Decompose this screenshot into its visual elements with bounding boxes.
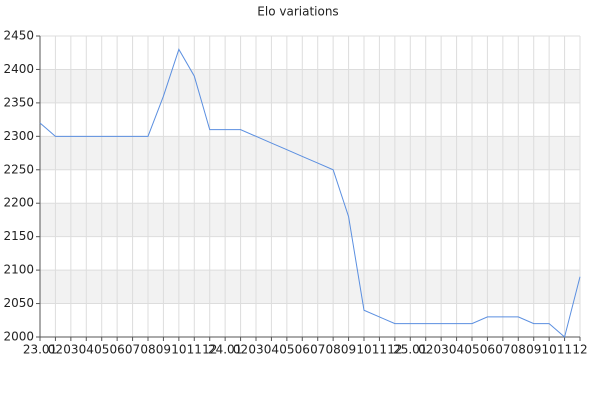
line xyxy=(39,48,581,338)
y-tick-label: 2100 xyxy=(3,263,34,277)
grid-band xyxy=(40,203,580,237)
x-tick-label: 08 xyxy=(326,343,341,357)
x-tick-label: 03 xyxy=(63,343,78,357)
x-tick-label: 07 xyxy=(310,343,325,357)
y-tick-label: 2400 xyxy=(3,62,34,76)
x-tick-label: 03 xyxy=(434,343,449,357)
x-tick-label: 05 xyxy=(464,343,479,357)
x-tick-label: 02 xyxy=(418,343,433,357)
x-tick-label: 11 xyxy=(557,343,572,357)
x-tick-label: 05 xyxy=(279,343,294,357)
x-tick-label: 10 xyxy=(542,343,557,357)
x-tick-label: 07 xyxy=(495,343,510,357)
x-tick-label: 02 xyxy=(233,343,248,357)
grid-band xyxy=(40,136,580,170)
x-tick-label: 04 xyxy=(79,343,94,357)
x-tick-label: 02 xyxy=(48,343,63,357)
x-tick-label: 08 xyxy=(140,343,155,357)
x-tick-label: 10 xyxy=(356,343,371,357)
grid-band xyxy=(40,69,580,103)
x-tick-label: 10 xyxy=(171,343,186,357)
y-tick-label: 2450 xyxy=(3,29,34,43)
y-tick-label: 2350 xyxy=(3,95,34,109)
x-tick-label: 09 xyxy=(341,343,356,357)
y-tick-label: 2300 xyxy=(3,129,34,143)
x-tick-label: 04 xyxy=(449,343,464,357)
x-tick-label: 06 xyxy=(295,343,310,357)
x-tick-label: 24.01 xyxy=(208,343,242,357)
x-tick-label: 11 xyxy=(187,343,202,357)
y-tick-label: 2200 xyxy=(3,196,34,210)
x-tick-label: 11 xyxy=(372,343,387,357)
x-tick-label: 23.01 xyxy=(23,343,57,357)
x-tick-label: 06 xyxy=(110,343,125,357)
x-tick-label: 12 xyxy=(387,343,402,357)
grid-band xyxy=(40,270,580,304)
y-tick-label: 2050 xyxy=(3,296,34,310)
y-tick-label: 2250 xyxy=(3,162,34,176)
x-tick-label: 07 xyxy=(125,343,140,357)
chart-title: Elo variations xyxy=(257,5,338,19)
x-tick-label: 09 xyxy=(526,343,541,357)
x-tick-label: 03 xyxy=(248,343,263,357)
x-tick-label: 09 xyxy=(156,343,171,357)
y-tick-label: 2150 xyxy=(3,229,34,243)
x-tick-label: 06 xyxy=(480,343,495,357)
x-tick-label: 05 xyxy=(94,343,109,357)
x-tick-label: 04 xyxy=(264,343,279,357)
y-tick-label: 2000 xyxy=(3,330,34,344)
x-tick-label: 12 xyxy=(572,343,587,357)
x-tick-label: 25.01 xyxy=(393,343,427,357)
x-tick-label: 12 xyxy=(202,343,217,357)
x-tick-label: 08 xyxy=(511,343,526,357)
